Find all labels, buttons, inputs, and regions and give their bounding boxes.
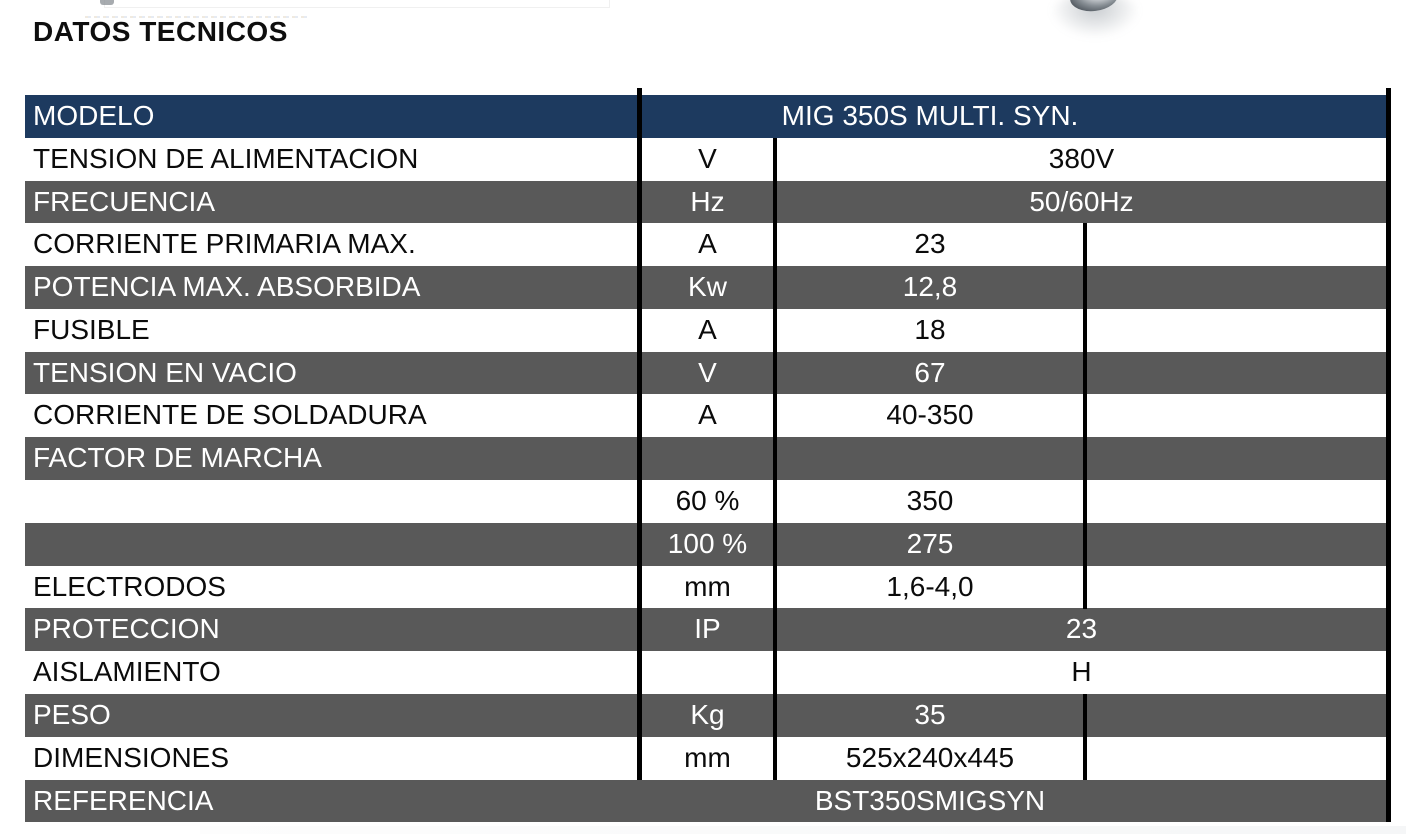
row-label: PROTECCION: [33, 613, 220, 645]
table-row-electrodos: ELECTRODOS mm 1,6-4,0: [25, 565, 1386, 609]
table-row-dimensiones: DIMENSIONES mm 525x240x445: [25, 736, 1386, 780]
scan-artifact-band: [104, 0, 610, 8]
row-label: FRECUENCIA: [33, 185, 216, 217]
row-label: FACTOR DE MARCHA: [33, 442, 322, 474]
table-row-factor-100: 100 % 275: [25, 522, 1386, 566]
grid-line-col3-lower: [1083, 694, 1087, 780]
row-value: 275: [906, 527, 954, 559]
grid-line-col3-upper: [1083, 223, 1087, 609]
row-unit: V: [698, 356, 717, 388]
page-title: DATOS TECNICOS: [33, 16, 288, 47]
row-label: ELECTRODOS: [33, 570, 226, 602]
row-value: 23: [914, 228, 946, 260]
row-unit: V: [698, 142, 717, 174]
row-label: AISLAMIENTO: [33, 656, 221, 688]
table-row-aislamiento: AISLAMIENTO H: [25, 651, 1386, 694]
scan-artifact-strip: [200, 826, 1406, 834]
scan-artifact-mark: [100, 0, 114, 5]
row-unit: 100 %: [667, 527, 748, 559]
row-value: 40-350: [886, 399, 974, 431]
row-label: CORRIENTE PRIMARIA MAX.: [33, 228, 416, 260]
table-row-modelo: MODELO MIG 350S MULTI. SYN.: [25, 95, 1386, 138]
row-label: MODELO: [33, 100, 155, 131]
row-unit: [642, 437, 773, 480]
row-label: FUSIBLE: [33, 313, 150, 345]
row-label: PESO: [33, 698, 111, 730]
grid-line-col2: [773, 138, 777, 780]
row-value: 525x240x445: [845, 741, 1015, 773]
row-unit: IP: [694, 613, 721, 645]
row-value: [777, 437, 1083, 480]
row-label: DIMENSIONES: [33, 741, 230, 773]
table-row-potencia-absorbida: POTENCIA MAX. ABSORBIDA Kw 12,8: [25, 266, 1386, 309]
row-value: 12,8: [902, 271, 958, 303]
row-unit: 60 %: [675, 485, 740, 517]
row-unit: A: [698, 313, 717, 345]
table-row-tension-alimentacion: TENSION DE ALIMENTACION V 380V: [25, 137, 1386, 181]
row-value: 380V: [1048, 142, 1115, 174]
row-unit: Hz: [690, 185, 725, 217]
row-label: CORRIENTE DE SOLDADURA: [33, 399, 427, 431]
table-row-factor-60: 60 % 350: [25, 480, 1386, 523]
table-row-factor-marcha: FACTOR DE MARCHA: [25, 437, 1386, 481]
row-label: TENSION EN VACIO: [33, 356, 297, 388]
grid-line-right-edge: [1386, 88, 1391, 822]
row-value: MIG 350S MULTI. SYN.: [781, 100, 1079, 131]
table-row-proteccion: PROTECCION IP 23: [25, 608, 1386, 652]
scan-noise-line: [85, 16, 310, 18]
table-row-tension-vacio: TENSION EN VACIO V 67: [25, 351, 1386, 395]
row-unit: A: [698, 399, 717, 431]
row-label: TENSION DE ALIMENTACION: [33, 142, 419, 174]
row-value: 50/60Hz: [1029, 185, 1134, 217]
table-row-referencia: REFERENCIA BST350SMIGSYN: [25, 779, 1386, 823]
tech-data-table: MODELO MIG 350S MULTI. SYN. TENSION DE A…: [25, 88, 1391, 823]
row-value: 23: [1065, 613, 1098, 645]
row-label: POTENCIA MAX. ABSORBIDA: [33, 271, 421, 303]
row-value: 350: [906, 485, 954, 517]
table-row-corriente-soldadura: CORRIENTE DE SOLDADURA A 40-350: [25, 394, 1386, 438]
row-value: 18: [914, 313, 946, 345]
grid-line-col1: [637, 88, 642, 780]
row-value: 1,6-4,0: [886, 570, 974, 602]
row-label: REFERENCIA: [33, 784, 214, 816]
row-unit: mm: [684, 570, 731, 602]
table-row-frecuencia: FRECUENCIA Hz 50/60Hz: [25, 180, 1386, 224]
table-row-peso: PESO Kg 35: [25, 693, 1386, 737]
row-unit: Kg: [690, 698, 725, 730]
table-row-fusible: FUSIBLE A 18: [25, 308, 1386, 352]
row-value: 35: [914, 698, 946, 730]
row-unit: Kw: [688, 271, 727, 303]
row-value: H: [1071, 656, 1092, 688]
table-row-corriente-primaria: CORRIENTE PRIMARIA MAX. A 23: [25, 223, 1386, 267]
row-value: BST350SMIGSYN: [814, 784, 1046, 816]
row-unit: [642, 651, 773, 694]
row-unit: A: [698, 228, 717, 260]
row-value: 67: [914, 356, 946, 388]
row-unit: mm: [684, 741, 731, 773]
